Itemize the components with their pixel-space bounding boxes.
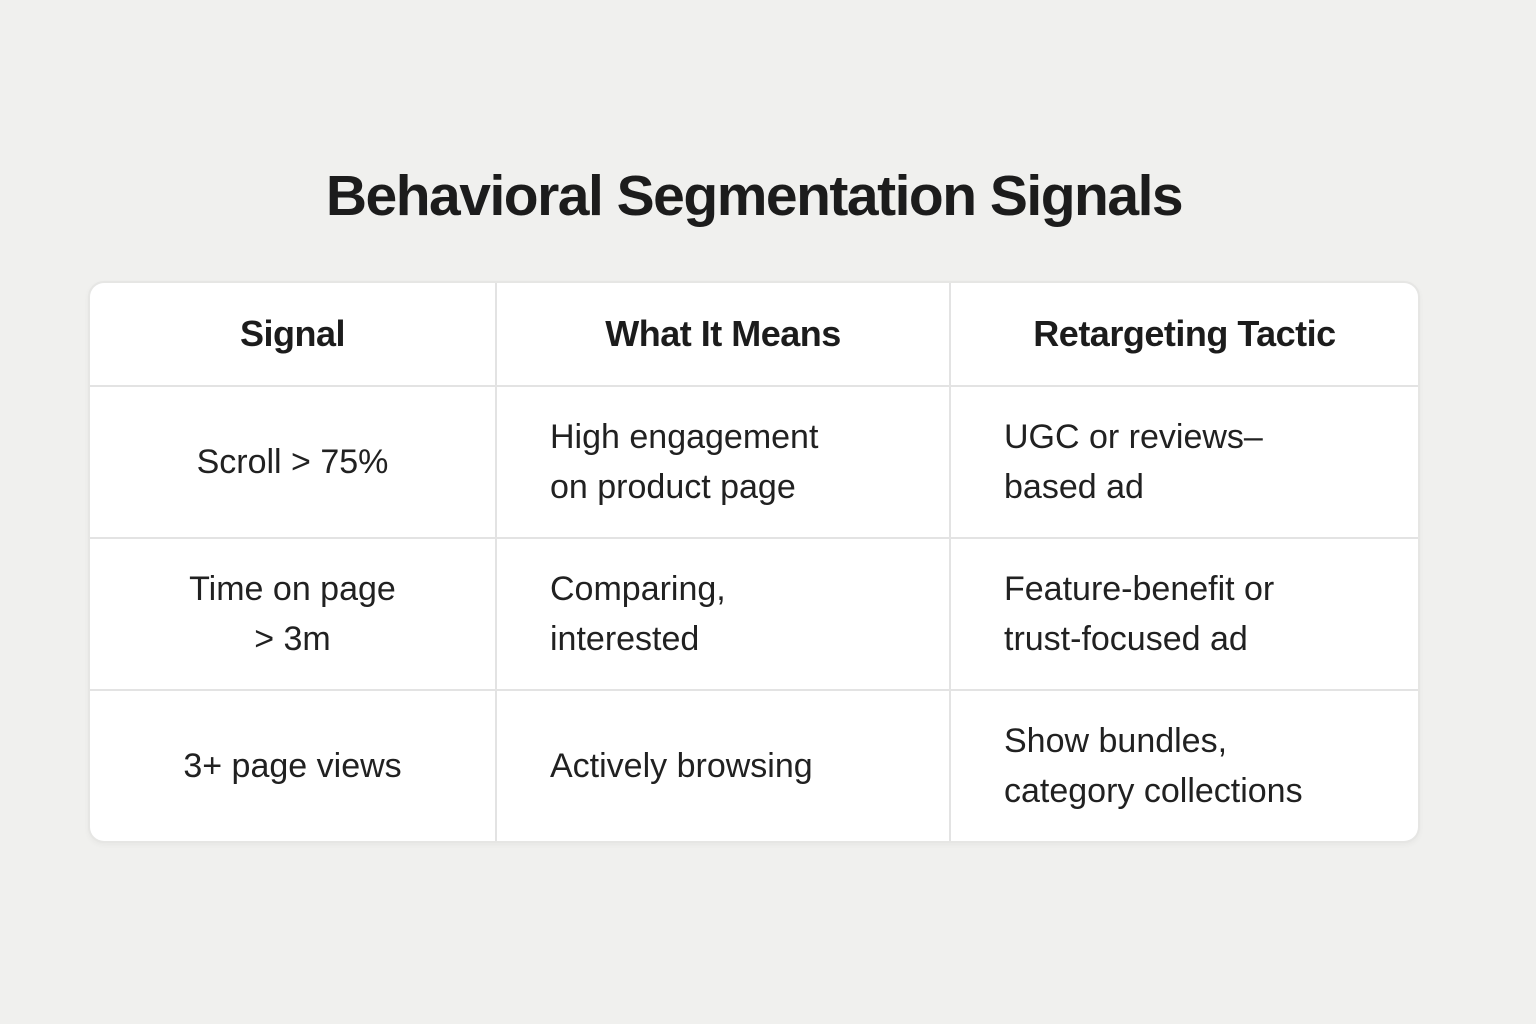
page-title: Behavioral Segmentation Signals [325, 164, 1184, 228]
cell-row2-meaning: Comparing, interested [497, 539, 949, 689]
cell-row2-signal: Time on page > 3m [90, 539, 495, 689]
header-cell-signal: Signal [90, 283, 495, 385]
cell-row3-tactic: Show bundles, category collections [951, 691, 1418, 841]
content-wrapper: Behavioral Segmentation Signals Signal W… [88, 163, 1420, 843]
header-cell-retargeting-tactic: Retargeting Tactic [951, 283, 1418, 385]
cell-row1-tactic: UGC or reviews– based ad [951, 387, 1418, 537]
cell-row2-tactic: Feature-benefit or trust-focused ad [951, 539, 1418, 689]
cell-row1-meaning: High engagement on product page [497, 387, 949, 537]
cell-row1-signal: Scroll > 75% [90, 387, 495, 537]
cell-row3-signal: 3+ page views [90, 691, 495, 841]
signals-table: Signal What It Means Retargeting Tactic … [88, 281, 1420, 843]
cell-row3-meaning: Actively browsing [497, 691, 949, 841]
header-cell-what-it-means: What It Means [497, 283, 949, 385]
